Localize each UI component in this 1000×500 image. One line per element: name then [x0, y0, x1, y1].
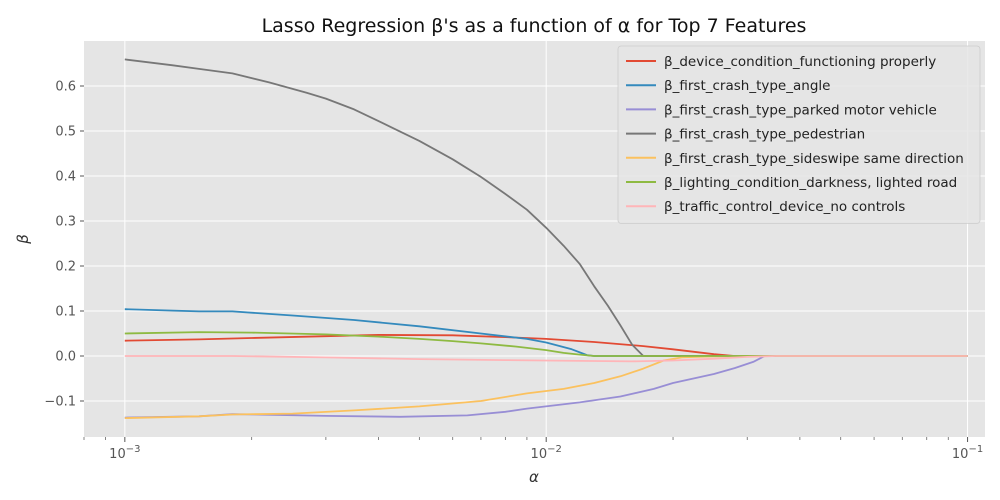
- y-tick-label: 0.1: [55, 305, 76, 320]
- y-tick-label: 0.4: [55, 170, 76, 185]
- legend-entry: β_first_crash_type_pedestrian: [664, 127, 865, 143]
- legend-box: [617, 45, 981, 224]
- series-line-4: [124, 58, 968, 357]
- legend-entry: β_first_crash_type_parked motor vehicle: [664, 102, 937, 118]
- x-axis-ticks: 10−3 10−2 10−1: [83, 437, 983, 462]
- x-tick-label: 10−2: [531, 444, 562, 462]
- x-tick-label: 10−1: [952, 444, 983, 462]
- x-axis-label: α: [529, 468, 539, 486]
- y-tick-label: 0.5: [55, 125, 76, 140]
- y-tick-label: 0.6: [55, 80, 76, 95]
- legend-entry: β_first_crash_type_angle: [664, 78, 830, 94]
- y-tick-label: 0.3: [55, 215, 76, 230]
- legend-entry: β_lighting_condition_darkness, lighted r…: [664, 175, 957, 191]
- x-tick-label: 10−3: [109, 444, 140, 462]
- series-line-7: [124, 355, 968, 363]
- y-axis-label: β: [14, 234, 32, 245]
- chart-title: Lasso Regression β's as a function of α …: [262, 15, 807, 37]
- legend-entry: β_traffic_control_device_no controls: [664, 199, 905, 215]
- y-tick-label: −0.1: [44, 395, 76, 410]
- y-axis-ticks: −0.1 0.0 0.1 0.2 0.3 0.4 0.5 0.6: [44, 80, 84, 410]
- y-tick-label: 0.2: [55, 260, 76, 275]
- legend: β_device_condition_functioning properly β…: [617, 45, 981, 224]
- legend-entry: β_first_crash_type_sideswipe same direct…: [664, 151, 964, 167]
- series-lines: [124, 58, 968, 419]
- legend-entry: β_device_condition_functioning properly: [664, 54, 936, 70]
- series-line-3: [124, 355, 968, 419]
- series-line-6: [124, 331, 968, 357]
- y-tick-label: 0.0: [55, 350, 76, 365]
